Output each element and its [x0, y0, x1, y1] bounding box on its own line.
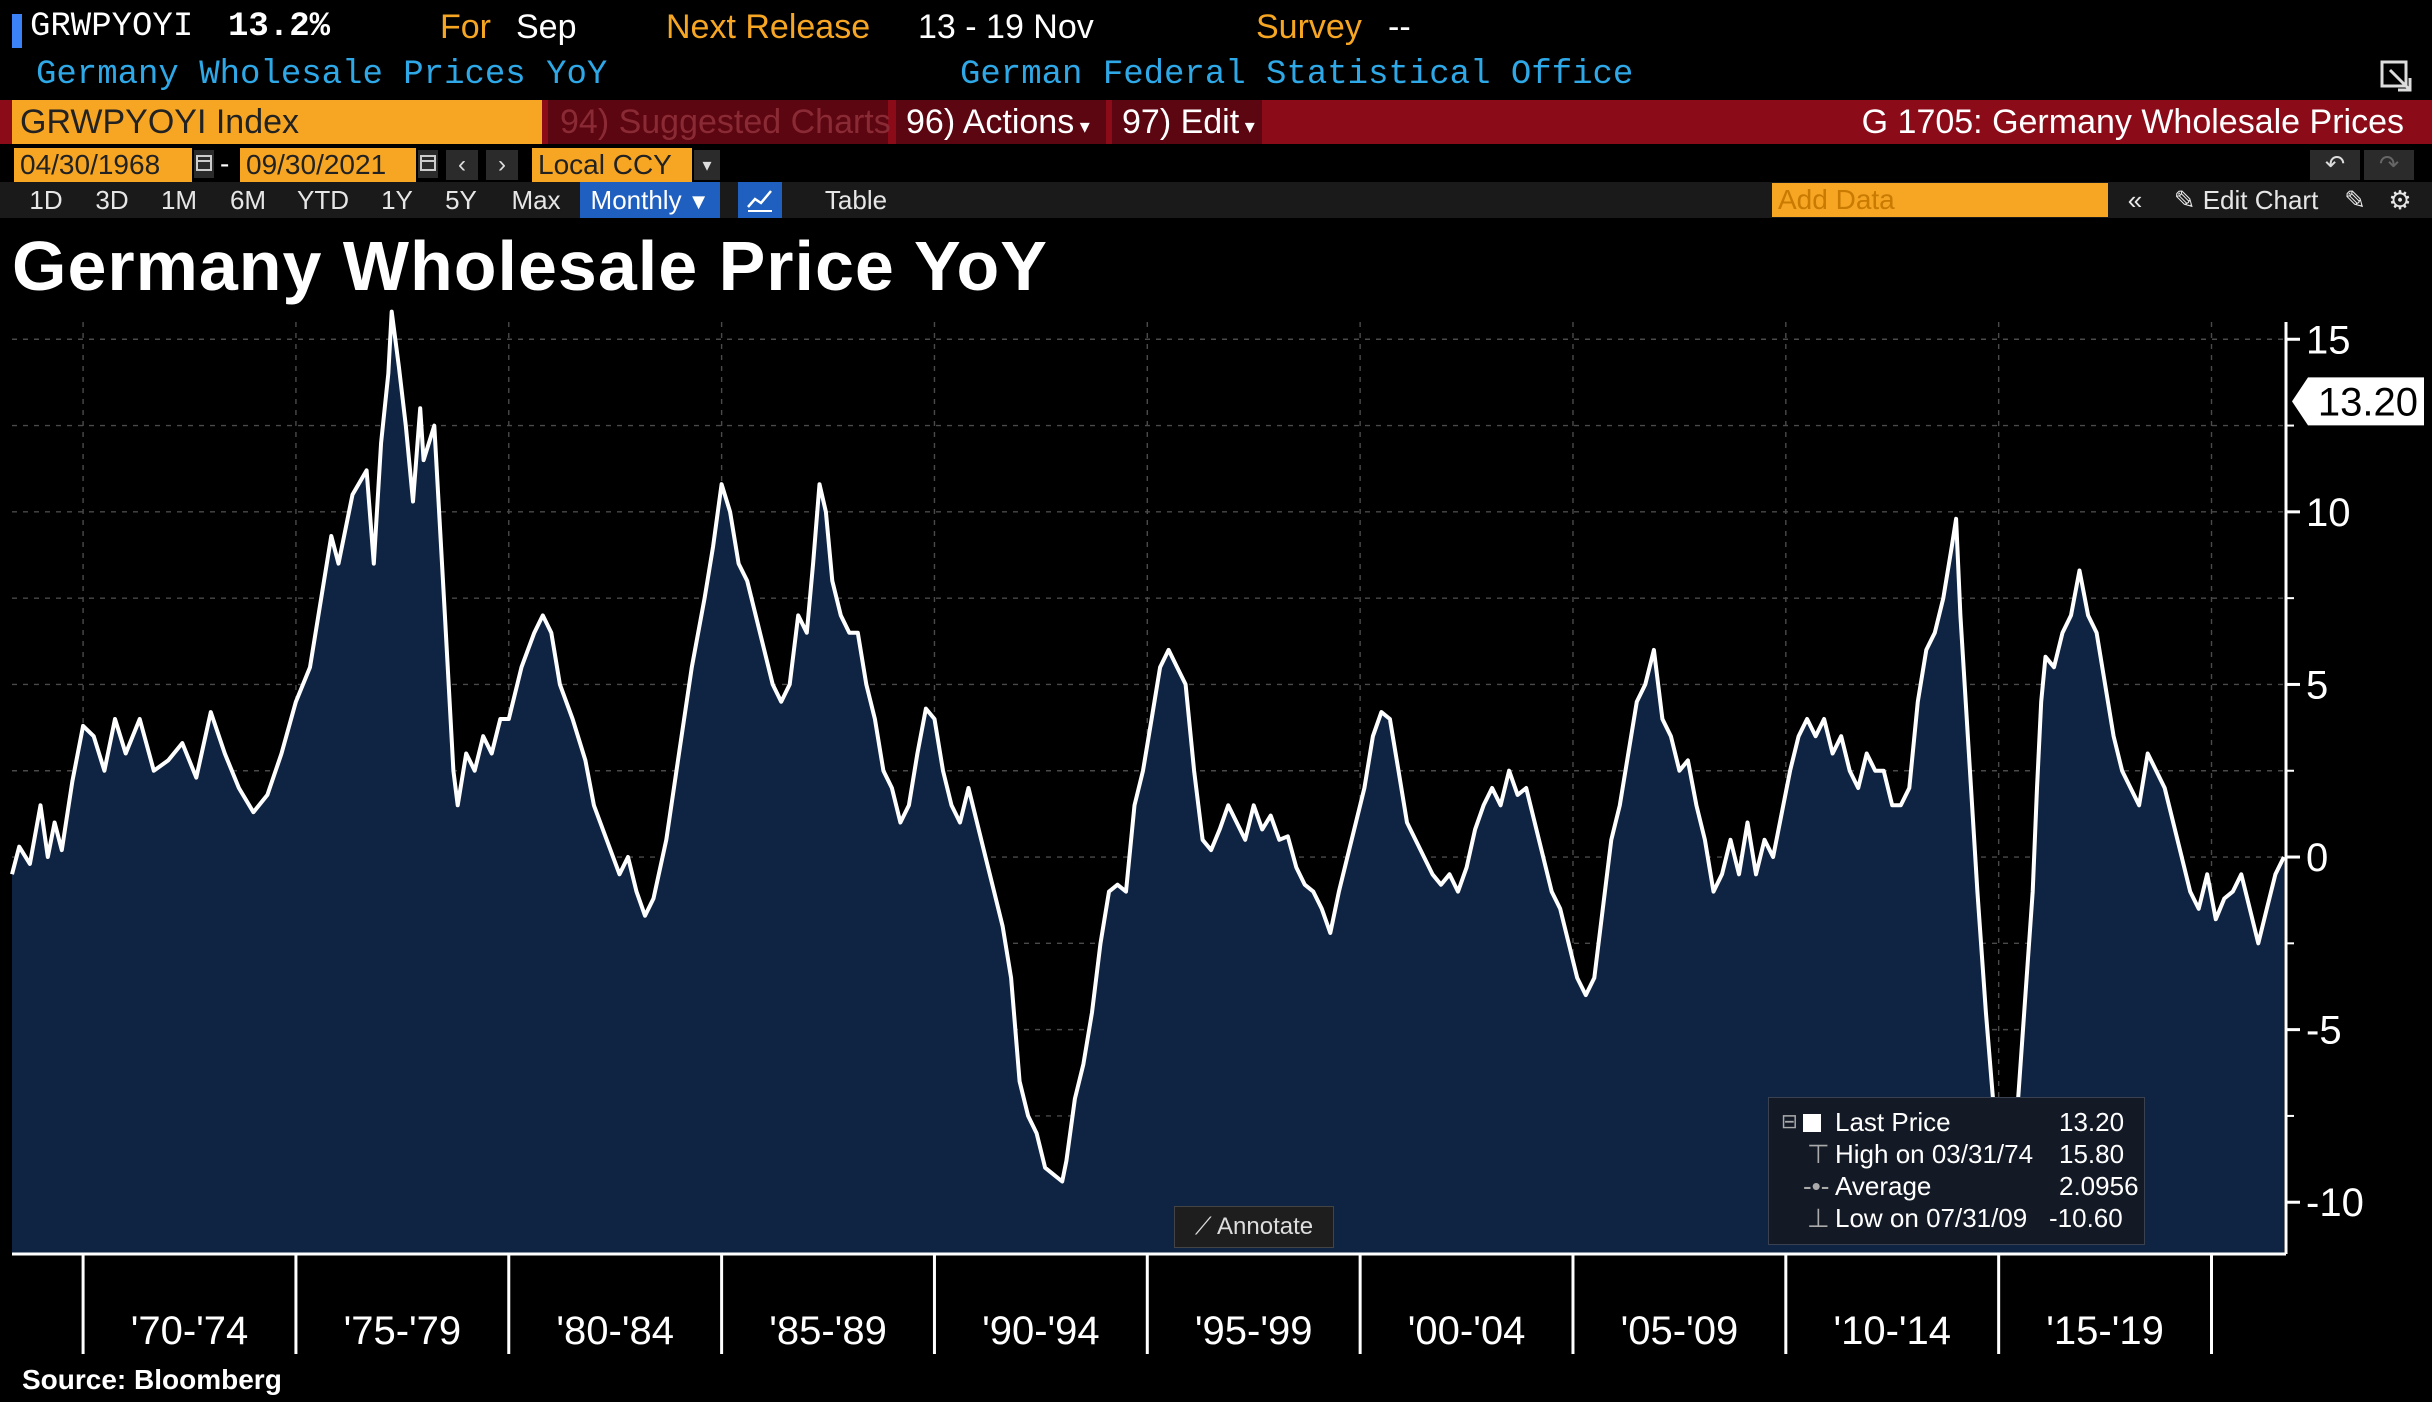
x-category-label: '95-'99: [1195, 1309, 1313, 1353]
period-button-5y[interactable]: 5Y: [445, 185, 477, 215]
legend-collapse-icon[interactable]: ⊟: [1781, 1111, 1798, 1133]
last-value-tag-label: 13.20: [2318, 380, 2418, 424]
y-tick-label: 5: [2306, 663, 2328, 707]
table-button[interactable]: Table: [824, 185, 888, 215]
legend-high-value: 15.80: [2059, 1139, 2125, 1169]
legend-low-label: Low on 07/31/09: [1835, 1203, 2028, 1233]
security-field[interactable]: GRWPYOYI Index: [12, 100, 542, 144]
source-organization: German Federal Statistical Office: [960, 56, 1634, 94]
legend-average-value: 2.0956: [2059, 1171, 2139, 1201]
ticker-value: 13.2%: [228, 8, 331, 46]
annotate-button[interactable]: ⟋ Annotate: [1174, 1206, 1334, 1248]
redo-icon[interactable]: ↷: [2364, 150, 2414, 180]
next-period-icon[interactable]: ›: [486, 150, 518, 180]
legend-low-value: -10.60: [2049, 1203, 2123, 1233]
date-separator: -: [220, 148, 230, 179]
y-tick-label: 0: [2306, 836, 2328, 880]
y-tick-label: 15: [2306, 318, 2351, 362]
actions-menu[interactable]: 96) Actions ▾: [896, 100, 1106, 144]
frequency-caret-icon: ▼: [681, 189, 710, 214]
legend-last-price-value: 13.20: [2059, 1107, 2125, 1137]
series-line: [10, 309, 2286, 1225]
chart-legend: ⊟ Last Price 13.20 ⊤ High on 03/31/74 15…: [1768, 1097, 2145, 1245]
settings-gear-icon[interactable]: ⚙: [2388, 185, 2412, 215]
for-label: For: [440, 8, 491, 46]
end-calendar-icon[interactable]: [418, 150, 438, 178]
period-button-1m[interactable]: 1M: [160, 185, 198, 215]
y-tick-label: 10: [2306, 491, 2351, 535]
next-release-value: 13 - 19 Nov: [918, 8, 1094, 46]
chart-axes: 15 10 5 0 -5 -10 '70-'74 '75-'79 '80-'84 '85-'89 '…: [12, 318, 2424, 1354]
high-marker-icon: ⊤: [1807, 1139, 1830, 1169]
next-release-label: Next Release: [666, 8, 871, 46]
page-title: G 1705: Germany Wholesale Prices: [1861, 103, 2404, 141]
edit-chart-button[interactable]: ✎ Edit Chart: [2168, 182, 2324, 218]
edit-label: 97) Edit: [1122, 103, 1240, 141]
start-date-field[interactable]: 04/30/1968: [14, 148, 192, 182]
annotate-label: Annotate: [1217, 1213, 1314, 1240]
security-description: Germany Wholesale Prices YoY: [36, 56, 608, 94]
survey-label: Survey: [1256, 8, 1362, 46]
for-value: Sep: [516, 8, 577, 46]
x-category-label: '75-'79: [344, 1309, 462, 1353]
undo-icon[interactable]: ↶: [2310, 150, 2360, 180]
ticker-marker: [12, 14, 22, 48]
x-category-label: '80-'84: [556, 1309, 674, 1353]
legend-average-label: Average: [1835, 1171, 1932, 1201]
prev-period-icon[interactable]: ‹: [446, 150, 478, 180]
legend-last-price-label: Last Price: [1835, 1107, 1951, 1137]
annotate-edit-icon[interactable]: ✎: [2344, 185, 2366, 215]
low-marker-icon: ⊥: [1807, 1203, 1830, 1233]
chart-title: Germany Wholesale Price YoY: [12, 227, 1048, 305]
edit-chart-label: Edit Chart: [2202, 185, 2319, 215]
frequency-select[interactable]: Monthly ▼: [580, 182, 720, 218]
chart-area-series: [10, 309, 2286, 1255]
survey-value: --: [1388, 8, 1411, 46]
y-tick-label: -5: [2306, 1009, 2342, 1053]
x-category-label: '10-'14: [1833, 1309, 1951, 1353]
ticker-symbol: GRWPYOYI: [30, 8, 194, 46]
popout-icon[interactable]: [2380, 60, 2414, 94]
period-button-ytd[interactable]: YTD: [297, 185, 349, 215]
suggested-charts-button[interactable]: 94) Suggested Charts: [548, 100, 891, 144]
annotate-pencil-icon: ⟋: [1194, 1213, 1218, 1240]
period-button-1y[interactable]: 1Y: [381, 185, 413, 215]
last-price-swatch: [1803, 1114, 1821, 1132]
edit-menu[interactable]: 97) Edit ▾: [1112, 100, 1262, 144]
currency-dropdown-icon[interactable]: ▾: [694, 150, 720, 180]
pencil-icon: ✎: [2173, 185, 2203, 215]
x-category-label: '05-'09: [1621, 1309, 1739, 1353]
end-date-field[interactable]: 09/30/2021: [240, 148, 416, 182]
legend-high-label: High on 03/31/74: [1835, 1139, 2034, 1169]
actions-label: 96) Actions: [906, 103, 1075, 141]
last-value-tag-bg: [2292, 377, 2424, 426]
series-area-fill: [12, 311, 2284, 1255]
period-button-6m[interactable]: 6M: [229, 185, 267, 215]
frequency-label: Monthly: [590, 185, 682, 215]
y-tick-label: -10: [2306, 1181, 2364, 1225]
actions-caret-icon: ▾: [1074, 116, 1090, 138]
line-chart-icon[interactable]: [738, 182, 782, 218]
start-calendar-icon[interactable]: [194, 150, 214, 178]
period-button-3d[interactable]: 3D: [95, 185, 129, 215]
last-value-tag: 13.20: [2292, 377, 2424, 426]
x-category-label: '00-'04: [1408, 1309, 1526, 1353]
period-button-1d[interactable]: 1D: [29, 185, 63, 215]
x-category-label: '15-'19: [2046, 1309, 2164, 1353]
currency-select[interactable]: Local CCY: [532, 148, 692, 182]
collapse-icon[interactable]: «: [2127, 185, 2143, 215]
x-category-label: '90-'94: [982, 1309, 1100, 1353]
average-marker-icon: -•-: [1803, 1171, 1830, 1201]
source-label: Source: Bloomberg: [22, 1364, 282, 1395]
x-category-label: '70-'74: [131, 1309, 249, 1353]
x-category-label: '85-'89: [769, 1309, 887, 1353]
edit-caret-icon: ▾: [1239, 116, 1255, 138]
add-data-input[interactable]: Add Data: [1772, 183, 2108, 217]
period-button-max[interactable]: Max: [511, 185, 561, 215]
